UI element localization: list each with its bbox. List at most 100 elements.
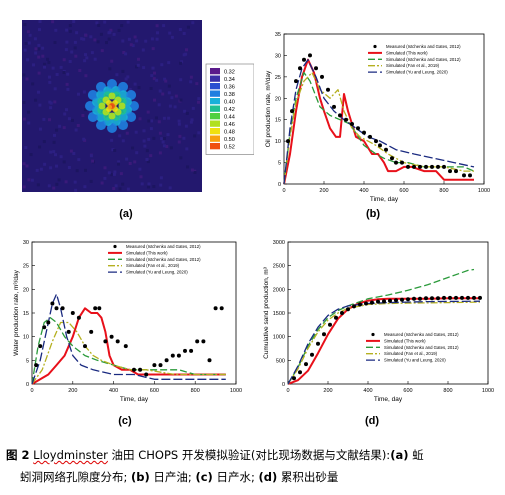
colorbar-swatch	[210, 135, 220, 142]
colorbar: 0.320.34 0.360.38 0.400.42 0.440.46 0.480.50…	[205, 63, 255, 155]
series-line	[287, 268, 475, 385]
measured-point	[164, 358, 169, 363]
map-cell	[108, 67, 112, 71]
map-cell	[84, 168, 87, 172]
map-cell	[121, 69, 125, 73]
map-cell	[83, 108, 87, 112]
map-cell	[65, 108, 68, 112]
map-cell	[49, 166, 53, 170]
map-cell	[152, 136, 156, 140]
map-cell	[162, 116, 166, 120]
map-cell	[43, 65, 46, 69]
map-cell	[75, 169, 79, 173]
y-tick-label: 2500	[273, 264, 285, 270]
x-axis-label: Time, day	[120, 396, 149, 403]
measured-point	[394, 298, 398, 303]
map-cell	[83, 185, 87, 189]
panel-a-label: (a)	[119, 208, 133, 220]
measured-point	[292, 376, 296, 381]
map-cell	[174, 94, 178, 98]
x-tick-label: 600	[150, 388, 159, 394]
map-cell	[131, 44, 135, 48]
measured-point	[442, 164, 446, 169]
colorbar-swatch	[210, 83, 220, 90]
map-cell	[155, 78, 159, 82]
map-cell	[168, 31, 172, 35]
map-cell	[144, 39, 148, 43]
map-cell	[22, 73, 26, 77]
map-cell	[154, 116, 158, 120]
wormhole-blob	[118, 81, 128, 92]
map-cell	[37, 55, 41, 59]
map-cell	[186, 165, 190, 169]
map-cell	[166, 133, 170, 137]
map-cell	[125, 157, 129, 161]
map-cell	[112, 187, 116, 190]
caption-c-tag: (c)	[195, 470, 213, 484]
measured-point	[115, 339, 120, 344]
map-cell	[142, 66, 146, 70]
map-cell	[185, 111, 189, 115]
legend-label: Simulated (Yu and Leung, 2020)	[386, 70, 448, 75]
map-cell	[124, 52, 128, 56]
x-tick-label: 800	[439, 188, 448, 194]
map-cell	[122, 51, 126, 54]
map-cell	[119, 172, 123, 176]
map-cell	[65, 40, 69, 44]
sand-production-chart: 0 200 400 600 800 1000 0 500 1000 1500 2000 2500 300…	[263, 240, 494, 403]
map-cell	[93, 38, 97, 42]
map-cell	[197, 131, 201, 135]
map-cell	[68, 24, 72, 28]
x-tick-label: 1000	[478, 188, 490, 194]
map-cell	[59, 65, 63, 69]
map-cell	[82, 137, 86, 141]
legend-label: Simulated (This work)	[384, 338, 426, 343]
map-cell	[165, 145, 169, 148]
map-cell	[179, 78, 183, 82]
map-cell	[27, 41, 31, 45]
y-axis-label: Water production rate, m³/day	[13, 269, 20, 355]
legend-label: Simulated (Fan et al., 2019)	[386, 63, 440, 68]
map-cell	[26, 30, 30, 34]
map-cell	[120, 24, 124, 28]
wormhole-blob	[87, 90, 98, 100]
map-cell	[177, 122, 181, 126]
map-cell	[53, 87, 57, 91]
map-cell	[162, 144, 166, 148]
caption-title: 油田 CHOPS 开发模拟验证(对比现场数据与文献结果):	[107, 448, 391, 462]
measured-point	[50, 301, 55, 306]
measured-point	[468, 173, 472, 178]
y-tick-label: 5	[26, 358, 29, 364]
map-cell	[178, 28, 182, 31]
colorbar-swatch	[210, 105, 220, 112]
map-cell	[149, 127, 153, 131]
caption-line-2: 蚓洞网络孔隙度分布; (b) 日产油; (c) 日产水; (d) 累积出砂量	[6, 466, 501, 488]
map-cell	[139, 175, 143, 179]
map-cell	[90, 51, 94, 55]
measured-point	[362, 130, 366, 135]
map-cell	[150, 37, 154, 41]
map-cell	[80, 37, 84, 41]
map-cell	[138, 117, 142, 121]
x-tick-label: 600	[403, 388, 412, 394]
panel-d-label: (d)	[364, 415, 380, 427]
map-cell	[49, 150, 53, 154]
map-cell	[100, 181, 104, 185]
map-cell	[170, 35, 174, 39]
measured-point	[60, 306, 65, 311]
map-cell	[134, 130, 138, 134]
map-cell	[66, 87, 70, 91]
colorbar-swatch	[210, 98, 220, 105]
colorbar-swatch	[210, 120, 220, 127]
measured-point	[390, 156, 394, 161]
map-cell	[42, 140, 46, 144]
measured-point	[326, 87, 330, 92]
measured-point	[320, 74, 324, 79]
legend-marker	[373, 44, 377, 49]
map-cell	[59, 155, 63, 159]
map-cell	[146, 160, 150, 164]
map-cell	[135, 39, 139, 43]
map-cell	[48, 75, 51, 79]
wormhole-blob	[118, 102, 126, 110]
map-cell	[167, 61, 171, 65]
